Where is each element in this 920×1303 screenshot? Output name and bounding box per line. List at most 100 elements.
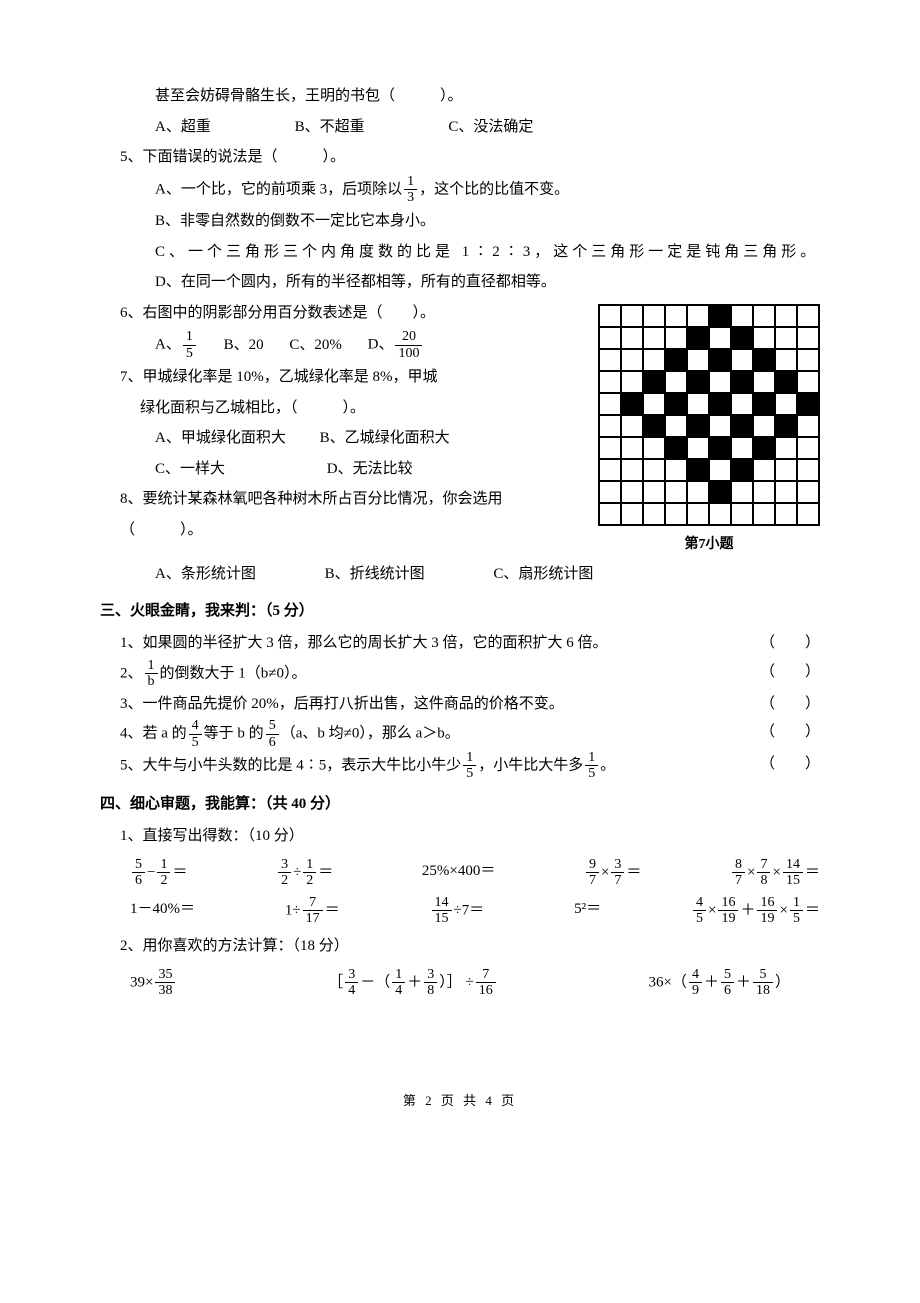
frac-num: 1	[585, 750, 598, 766]
frac-num: 20	[395, 329, 422, 345]
q7-stem1-text: 7、甲城绿化率是 10%，乙城绿化率是 8%，甲城	[120, 369, 438, 385]
frac-num: 5	[132, 857, 145, 873]
frac-num: 35	[155, 967, 175, 983]
grid-cell	[599, 371, 621, 393]
s3-q2-paren: （ ）	[730, 658, 820, 687]
c1-e3: 25%×400＝	[422, 857, 495, 889]
grid-cell	[643, 349, 665, 371]
grid-cell	[797, 371, 819, 393]
grid-cell	[665, 393, 687, 415]
grid-cell	[775, 459, 797, 481]
grid-cell	[643, 393, 665, 415]
c2-e4: 5²＝	[574, 895, 601, 927]
q7-figure-wrap: 第7小题	[598, 304, 820, 559]
grid-cell	[687, 349, 709, 371]
grid-cell	[599, 415, 621, 437]
grid-cell	[797, 437, 819, 459]
q7-opt-b: B、乙城绿化面积大	[320, 424, 450, 453]
grid-cell	[797, 327, 819, 349]
q7-figure-caption: 第7小题	[598, 532, 820, 559]
q8-opt-a: A、条形统计图	[155, 560, 256, 589]
c1-e2: 32÷12＝	[276, 857, 333, 889]
c3-e3: 36×（49＋56＋518）	[648, 967, 790, 999]
grid-cell	[643, 371, 665, 393]
eq: ＝	[325, 902, 340, 918]
s3-q3-paren: （ ）	[730, 690, 820, 719]
grid-cell	[709, 459, 731, 481]
frac-den: 5	[463, 766, 476, 781]
s3-q2: 2、1b的倒数大于 1（b≠0）。 （ ）	[100, 658, 820, 690]
grid-cell	[775, 327, 797, 349]
grid-cell	[753, 415, 775, 437]
grid-cell	[643, 327, 665, 349]
c3-e1: 39×3538	[130, 967, 177, 999]
q8-stem2-text: （ ）。	[120, 522, 203, 538]
post: ）	[775, 974, 790, 990]
grid-cell	[643, 481, 665, 503]
s3-q5-mid: ，小牛比大牛多	[478, 757, 583, 773]
s3-q2-text: 2、1b的倒数大于 1（b≠0）。	[120, 658, 730, 690]
grid-cell	[731, 349, 753, 371]
eq: ＝	[172, 864, 187, 880]
grid-cell	[687, 415, 709, 437]
q5-b-text: B、非零自然数的倒数不一定比它本身小。	[155, 213, 435, 229]
grid-cell	[775, 481, 797, 503]
frac-num: 4	[689, 967, 702, 983]
grid-cell	[665, 327, 687, 349]
frac-den: 7	[611, 873, 624, 888]
q6-opt-b: B、20	[224, 331, 264, 360]
frac-den: 4	[392, 983, 405, 998]
s4-sub1: 1、直接写出得数：（10 分）	[100, 822, 820, 851]
calc-row-2: 1－40%＝ 1÷717＝ 1415÷7＝ 5²＝ 45×1619＋1619×1…	[130, 895, 820, 927]
op: ×	[601, 864, 609, 880]
grid-cell	[687, 437, 709, 459]
c2-e1: 1－40%＝	[130, 895, 195, 927]
grid-cell	[753, 503, 775, 525]
frac-den: 8	[424, 983, 437, 998]
frac-num: 1	[463, 750, 476, 766]
grid-cell	[643, 305, 665, 327]
frac-den: 5	[585, 766, 598, 781]
s3-q5: 5、大牛与小牛头数的比是 4∶5，表示大牛比小牛少15，小牛比大牛多15。 （ …	[100, 750, 820, 782]
grid-cell	[665, 503, 687, 525]
grid-cell	[753, 437, 775, 459]
grid-cell	[753, 305, 775, 327]
grid-cell	[753, 481, 775, 503]
q8-options: A、条形统计图 B、折线统计图 C、扇形统计图	[100, 560, 820, 589]
grid-cell	[709, 415, 731, 437]
q6-d-label: D、	[368, 337, 394, 353]
q4-opt-c: C、没法确定	[448, 113, 533, 142]
q7-opt-c: C、一样大	[155, 455, 225, 484]
grid-cell	[753, 327, 775, 349]
s3-q2-pre: 2、	[120, 665, 143, 681]
pre: 36×（	[648, 974, 686, 990]
q4-opt-b: B、不超重	[295, 113, 365, 142]
grid-cell	[775, 349, 797, 371]
grid-cell	[797, 393, 819, 415]
c1-e1: 56−12＝	[130, 857, 187, 889]
q5-opt-a: A、一个比，它的前项乘 3，后项除以13，这个比的比值不变。	[100, 174, 820, 206]
frac-num: 1	[404, 174, 417, 190]
s3-q4-f2: 56	[266, 718, 279, 750]
frac-num: 1	[790, 895, 803, 911]
grid-cell	[687, 503, 709, 525]
frac-num: 9	[586, 857, 599, 873]
frac-den: b	[145, 674, 158, 689]
frac-num: 8	[732, 857, 745, 873]
frac-den: 5	[693, 911, 706, 926]
grid-cell	[709, 437, 731, 459]
q6-opt-d: D、20100	[368, 329, 425, 361]
pre: 1÷	[285, 902, 301, 918]
frac-num: 16	[757, 895, 777, 911]
grid-cell	[643, 415, 665, 437]
q4-opt-a: A、超重	[155, 113, 211, 142]
q5-c-text: C、一个三角形三个内角度数的比是 1∶2∶3，这个三角形一定是钝角三角形。	[155, 244, 819, 260]
q5-a-pre: A、一个比，它的前项乘 3，后项除以	[155, 181, 402, 197]
s3-q4: 4、若 a 的45等于 b 的56（a、b 均≠0），那么 a＞b。 （ ）	[100, 718, 820, 750]
grid-cell	[687, 459, 709, 481]
grid-cell	[753, 459, 775, 481]
grid-cell	[753, 393, 775, 415]
grid-cell	[621, 481, 643, 503]
q5-a-frac: 13	[404, 174, 417, 206]
frac-num: 7	[476, 967, 496, 983]
